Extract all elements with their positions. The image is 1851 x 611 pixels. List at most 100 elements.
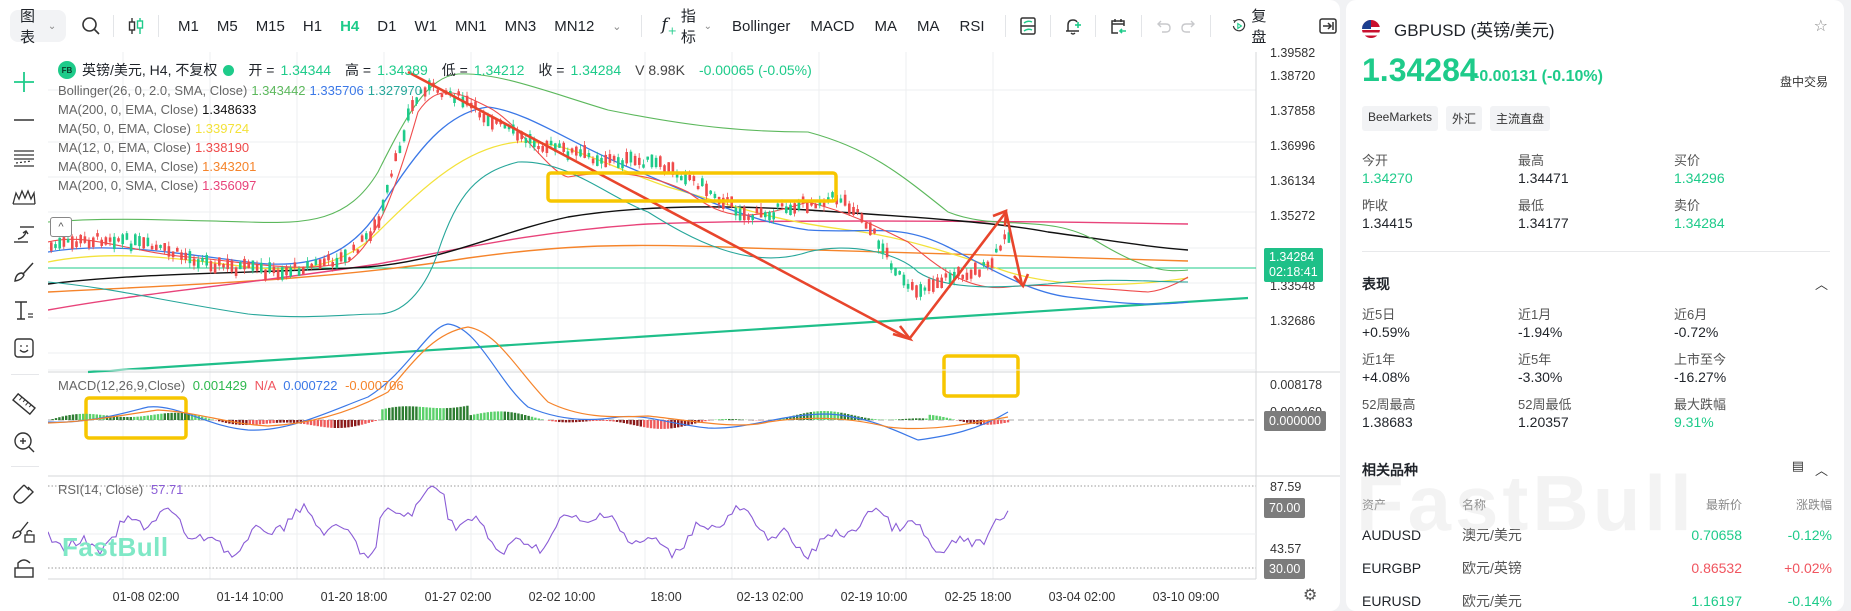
timeframe-mn12[interactable]: MN12 <box>554 17 595 35</box>
quote-label: 卖价 <box>1674 198 1701 213</box>
lock-drawing-icon[interactable] <box>10 518 38 546</box>
perf-label: 近1月 <box>1518 307 1552 322</box>
close-value: 1.34284 <box>570 62 622 78</box>
quote-label: 最高 <box>1518 153 1545 168</box>
perf-value: 1.38683 <box>1362 414 1413 430</box>
chart-menu-label: 图表 <box>20 8 36 46</box>
chart-settings-gear-icon[interactable]: ⚙ <box>1303 587 1318 604</box>
time-tick: 03-10 09:00 <box>1152 590 1220 604</box>
crosshair-icon[interactable] <box>10 68 38 96</box>
indicator-legend[interactable]: Bollinger(26, 0, 2.0, SMA, Close) 1.34344… <box>58 83 422 98</box>
timeframe-h1[interactable]: H1 <box>302 17 323 35</box>
quote-label: 最低 <box>1518 198 1545 213</box>
asset-price: 1.16197 <box>1691 592 1742 609</box>
collapse-panel-icon[interactable] <box>1315 11 1340 41</box>
candlesticks <box>50 78 1011 301</box>
indicator-legend[interactable]: MA(200, 0, EMA, Close) 1.348633 <box>58 102 256 117</box>
indicator-legend[interactable]: MA(800, 0, EMA, Close) 1.343201 <box>58 159 256 174</box>
legend-collapse-button[interactable]: ^ <box>50 217 72 237</box>
timeframe-m5[interactable]: M5 <box>216 17 238 35</box>
redo-icon[interactable] <box>1176 11 1201 41</box>
price-tick: 1.35272 <box>1270 209 1316 223</box>
timeframe-w1[interactable]: W1 <box>414 17 437 35</box>
magnet-icon[interactable] <box>10 480 38 508</box>
timeframe-m15[interactable]: M15 <box>255 17 285 35</box>
high-value: 1.34389 <box>377 62 428 78</box>
trend-arrow-icon[interactable] <box>10 220 38 248</box>
alert-add-icon[interactable] <box>1061 11 1086 41</box>
layout-icon[interactable] <box>1015 11 1040 41</box>
table-row[interactable]: EURUSD 欧元/美元 1.16197 -0.14% <box>1362 584 1832 611</box>
perf-value: -1.94% <box>1518 324 1563 340</box>
rsi-upper-tag: 70.00 <box>1264 498 1306 518</box>
indicators-menu-button[interactable]: f+ 指标 ⌄ <box>651 5 722 47</box>
time-tick: 01-20 18:00 <box>320 590 388 604</box>
brush-icon[interactable] <box>10 258 38 286</box>
indicator-legend[interactable]: MA(200, 0, SMA, Close) 1.356097 <box>58 178 256 193</box>
indicator-ma-1[interactable]: MA <box>874 17 898 35</box>
collapse-related-chevron-icon[interactable]: ︿ <box>1814 463 1828 478</box>
undo-icon[interactable] <box>1151 11 1176 41</box>
fib-lines-icon[interactable] <box>10 144 38 172</box>
chart-area[interactable]: FB 英镑/美元, H4, 不复权 开 = 1.34344 高 = 1.3438… <box>48 46 1340 611</box>
time-tick: 03-04 02:00 <box>1048 590 1116 604</box>
tag[interactable]: 主流直盘 <box>1490 106 1551 131</box>
indicator-label: MA(200, 0, EMA, Close) <box>58 102 199 117</box>
chart-title[interactable]: 英镑/美元, H4, 不复权 <box>82 62 218 78</box>
macd-tick: 0.008178 <box>1270 378 1323 392</box>
indicator-ma-2[interactable]: MA <box>917 17 940 35</box>
tag[interactable]: 外汇 <box>1446 106 1483 131</box>
indicator-legend[interactable]: MA(12, 0, EMA, Close) 1.338190 <box>58 140 249 155</box>
symbol-badge: FB <box>58 61 76 79</box>
asset-name: 欧元/美元 <box>1462 592 1522 609</box>
replay-icon <box>1233 18 1246 32</box>
divider <box>112 15 114 37</box>
perf-value: -16.27% <box>1674 369 1727 385</box>
text-icon[interactable] <box>10 296 38 324</box>
table-row[interactable]: EURGBP 欧元/英镑 0.86532 +0.02% <box>1362 551 1832 584</box>
chart-menu-button[interactable]: 图表 ⌄ <box>10 8 67 46</box>
pattern-icon[interactable] <box>10 182 38 210</box>
macd-value: 0.001429 <box>192 378 248 393</box>
asset-name: 欧元/英镑 <box>1462 559 1522 576</box>
lock-icon[interactable] <box>10 552 38 580</box>
replay-button[interactable]: 复盘 <box>1221 5 1285 47</box>
indicator-macd[interactable]: MACD <box>810 17 855 35</box>
low-value: 1.34212 <box>473 62 525 78</box>
indicator-value: 1.343442 <box>251 83 306 98</box>
timeframe-h4[interactable]: H4 <box>340 17 360 35</box>
tag[interactable]: BeeMarkets <box>1362 106 1439 131</box>
indicator-rsi[interactable]: RSI <box>959 17 985 35</box>
indicator-bollinger[interactable]: Bollinger <box>731 17 791 35</box>
timeframe-m1[interactable]: M1 <box>178 17 199 35</box>
price-tick: 1.39582 <box>1270 46 1316 60</box>
chart-canvas[interactable] <box>48 52 1340 611</box>
timeframe-more-chevron-icon[interactable]: ⌄ <box>612 20 622 33</box>
perf-label: 52周最高 <box>1362 397 1416 412</box>
favorite-star-icon[interactable]: ☆ <box>1813 18 1828 35</box>
horizontal-line-icon[interactable] <box>10 106 38 134</box>
volume-value: V 8.98K <box>635 62 685 78</box>
quote-value: 1.34270 <box>1362 170 1413 186</box>
emoji-icon[interactable] <box>10 334 38 362</box>
rsi-legend[interactable]: RSI(14, Close) 57.71 <box>58 482 183 497</box>
table-row[interactable]: AUDUSD 澳元/美元 0.70658 -0.12% <box>1362 518 1832 551</box>
asset-price: 0.70658 <box>1691 526 1742 543</box>
candlestick-type-icon[interactable] <box>124 11 149 41</box>
symbol-header: GBPUSD (英镑/美元) <box>1362 16 1555 41</box>
last-price: 1.34284 <box>1362 52 1478 88</box>
timeframe-mn3[interactable]: MN3 <box>504 17 537 35</box>
calendar-icon[interactable] <box>1106 11 1131 41</box>
quote-cell: 最低 1.34177 <box>1518 197 1674 232</box>
timeframe-mn1[interactable]: MN1 <box>454 17 487 35</box>
list-view-icon[interactable]: ▤ <box>1791 458 1804 473</box>
price-tick: 1.37858 <box>1270 104 1316 118</box>
timeframe-d1[interactable]: D1 <box>377 17 397 35</box>
search-icon[interactable] <box>78 11 103 41</box>
indicator-legend[interactable]: MA(50, 0, EMA, Close) 1.339724 <box>58 121 249 136</box>
asset-change: -0.14% <box>1787 592 1832 609</box>
zoom-in-icon[interactable] <box>10 428 38 456</box>
ruler-icon[interactable] <box>10 390 38 418</box>
collapse-performance-chevron-icon[interactable]: ︿ <box>1814 277 1828 292</box>
macd-legend[interactable]: MACD(12,26,9,Close) 0.001429 N/A 0.00072… <box>58 378 404 393</box>
